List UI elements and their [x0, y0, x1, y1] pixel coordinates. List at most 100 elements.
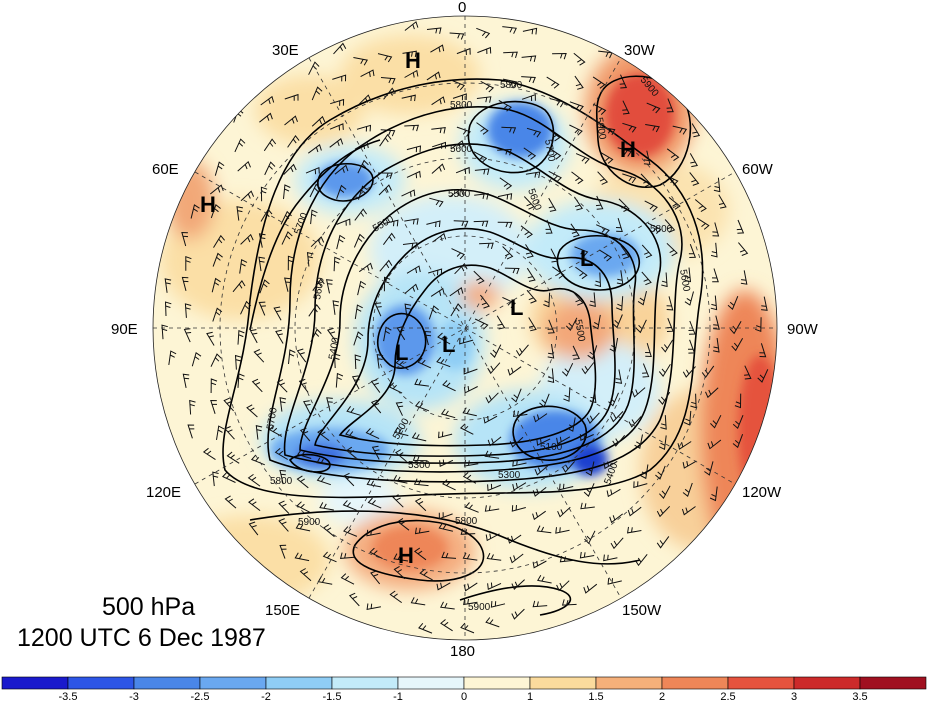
wind-barb	[643, 150, 651, 165]
wind-barb	[442, 479, 456, 491]
contour-label: 5600	[450, 144, 473, 155]
longitude-label: 60W	[742, 161, 774, 178]
wind-barb	[333, 256, 341, 272]
wind-barb	[294, 552, 310, 562]
wind-barb	[216, 425, 225, 440]
wind-barb	[259, 279, 270, 294]
wind-barb	[296, 501, 310, 513]
low-center-marker: L	[442, 332, 455, 357]
colorbar-tick-label: 2.5	[720, 691, 735, 702]
wind-barb	[436, 356, 451, 368]
wind-barb	[550, 248, 559, 263]
wind-barb	[574, 75, 584, 90]
wind-barb	[705, 387, 719, 399]
wind-barb	[633, 481, 648, 489]
wind-barb	[377, 53, 393, 63]
wind-barb	[592, 76, 606, 89]
wind-barb	[548, 128, 561, 142]
colorbar-box	[595, 676, 663, 690]
wind-barb	[418, 622, 433, 634]
wind-barb	[573, 196, 584, 211]
wind-barb	[464, 502, 479, 513]
wind-barb	[634, 434, 643, 449]
height-contours	[222, 75, 704, 616]
wind-barb	[509, 436, 524, 448]
wind-barb	[595, 195, 604, 210]
contour-label: 5900	[298, 517, 321, 528]
colorbar-tick-label: -2.5	[191, 691, 210, 702]
wind-barb	[297, 449, 312, 459]
wind-barb	[484, 505, 500, 512]
wind-barb	[511, 579, 525, 590]
wind-barb	[463, 460, 479, 467]
wind-barb	[533, 413, 548, 423]
wind-barb	[311, 115, 326, 127]
contour-label: 5800	[455, 516, 478, 527]
wind-barb	[366, 529, 381, 537]
wind-barb	[309, 183, 321, 198]
wind-barb	[397, 517, 410, 531]
wind-barb	[552, 52, 567, 60]
wind-barb	[414, 527, 430, 535]
wind-barb	[437, 332, 451, 345]
wind-barb	[190, 204, 200, 219]
wind-barb	[631, 387, 646, 398]
wind-barb	[677, 441, 692, 450]
wind-barb	[479, 242, 494, 250]
wind-barb	[732, 434, 744, 449]
wind-barb	[316, 457, 331, 466]
wind-barb	[430, 287, 445, 297]
wind-barb	[579, 433, 594, 441]
colorbar-box	[793, 676, 861, 690]
wind-barb	[351, 375, 360, 390]
wind-barb	[548, 197, 557, 212]
wind-barb	[274, 448, 288, 460]
wind-barb	[734, 393, 742, 409]
colorbar-tick-label: -1.5	[323, 691, 342, 702]
wind-barb	[259, 112, 273, 123]
wind-barb	[581, 362, 595, 375]
map-title-level: 500 hPa	[102, 593, 196, 621]
wind-barb	[460, 622, 475, 634]
colorbar-box	[727, 676, 795, 690]
wind-barb	[255, 425, 263, 440]
wind-barb	[587, 345, 598, 360]
wind-barb	[253, 349, 265, 363]
wind-barb	[463, 367, 478, 375]
wind-barb	[336, 218, 351, 226]
wind-barb	[334, 164, 349, 175]
wind-barb	[480, 80, 495, 93]
wind-barb	[476, 27, 491, 39]
wind-barb	[339, 552, 355, 559]
wind-barb	[356, 124, 372, 132]
wind-barb	[509, 553, 524, 564]
wind-barb	[248, 498, 261, 511]
wind-barb	[260, 95, 275, 106]
wind-barb	[258, 301, 266, 316]
contour-label: 5600	[677, 269, 692, 293]
wind-barb	[561, 599, 577, 606]
wind-barb	[515, 344, 529, 357]
wind-barbs	[161, 21, 769, 634]
wind-barb	[616, 270, 624, 285]
wind-barb	[426, 71, 441, 81]
wind-barb	[248, 521, 259, 536]
wind-barb	[689, 153, 698, 168]
wind-barb	[507, 366, 522, 376]
wind-barb	[406, 265, 421, 274]
wind-barb	[392, 494, 404, 508]
wind-barb	[240, 233, 254, 245]
wind-barb	[563, 387, 571, 402]
wind-barb	[740, 270, 748, 285]
wind-barb	[490, 601, 506, 608]
wind-barb	[656, 536, 670, 549]
wind-barb	[164, 301, 172, 317]
wind-barb	[439, 459, 454, 467]
wind-barb	[329, 137, 344, 148]
wind-barb	[431, 96, 446, 106]
wind-barb	[441, 551, 457, 559]
wind-barb	[319, 502, 334, 511]
wind-barb	[383, 326, 392, 342]
wind-barb	[666, 98, 674, 113]
wind-barb	[264, 161, 276, 176]
